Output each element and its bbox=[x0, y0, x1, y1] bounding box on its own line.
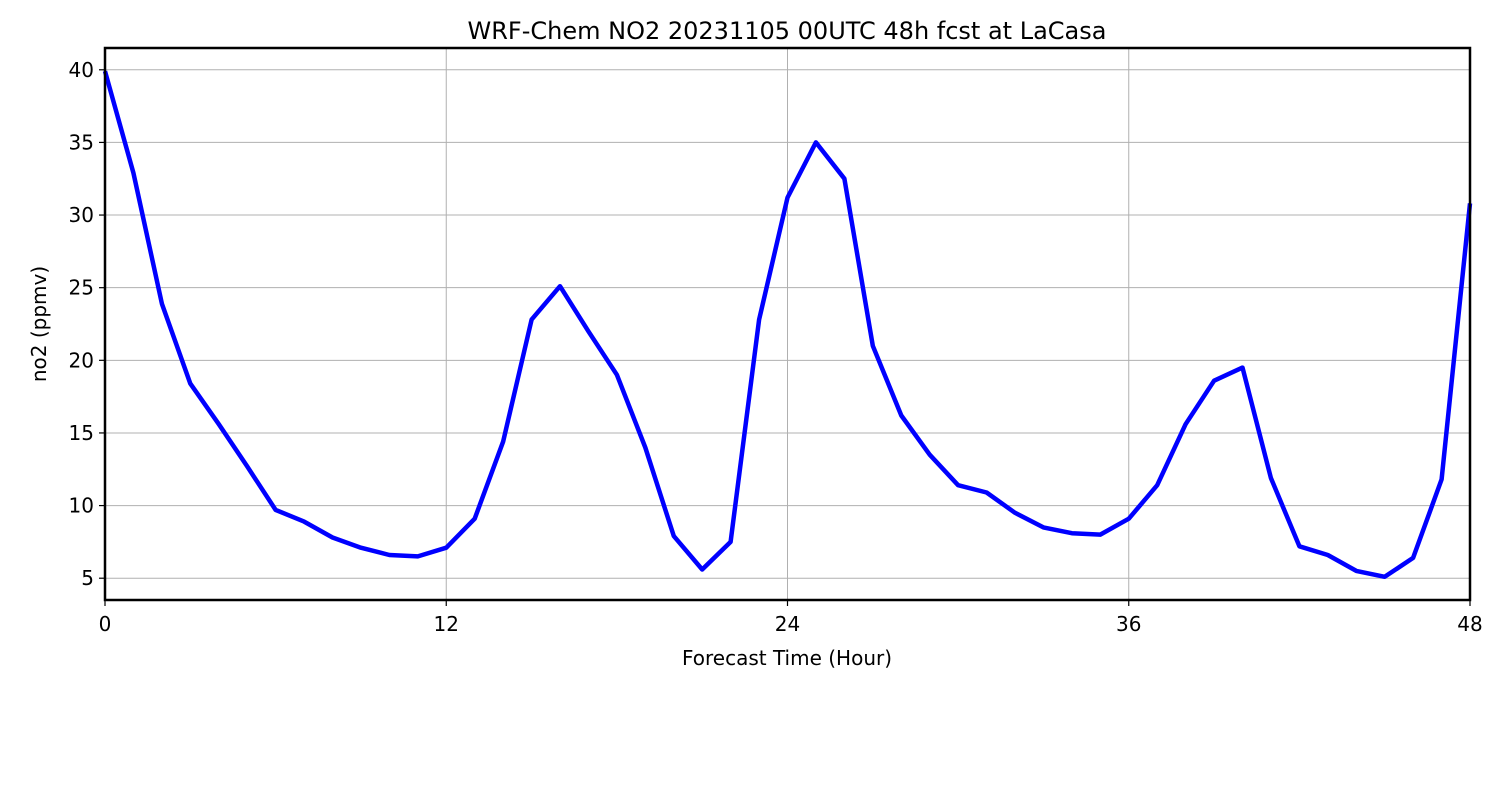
y-tick-label: 25 bbox=[69, 276, 94, 300]
x-tick-label: 0 bbox=[99, 612, 112, 636]
y-tick-label: 40 bbox=[69, 58, 94, 82]
y-tick-label: 20 bbox=[69, 348, 94, 372]
y-tick-label: 10 bbox=[69, 494, 94, 518]
y-axis-label: no2 (ppmv) bbox=[27, 266, 51, 382]
x-tick-label: 12 bbox=[434, 612, 459, 636]
x-axis-label: Forecast Time (Hour) bbox=[682, 646, 892, 670]
series-line bbox=[102, 70, 1473, 580]
chart-title: WRF-Chem NO2 20231105 00UTC 48h fcst at … bbox=[468, 17, 1107, 45]
line-layer bbox=[102, 70, 1473, 580]
ticks: 0 12 24 36 48 5 10 15 20 25 30 35 40 bbox=[69, 58, 1483, 636]
grid bbox=[104, 48, 1471, 600]
y-tick-label: 35 bbox=[69, 130, 94, 154]
y-tick-label: 30 bbox=[69, 203, 94, 227]
x-tick-label: 24 bbox=[775, 612, 800, 636]
y-tick-label: 5 bbox=[81, 566, 94, 590]
y-tick-label: 15 bbox=[69, 421, 94, 445]
x-tick-label: 48 bbox=[1457, 612, 1482, 636]
x-tick-label: 36 bbox=[1116, 612, 1141, 636]
